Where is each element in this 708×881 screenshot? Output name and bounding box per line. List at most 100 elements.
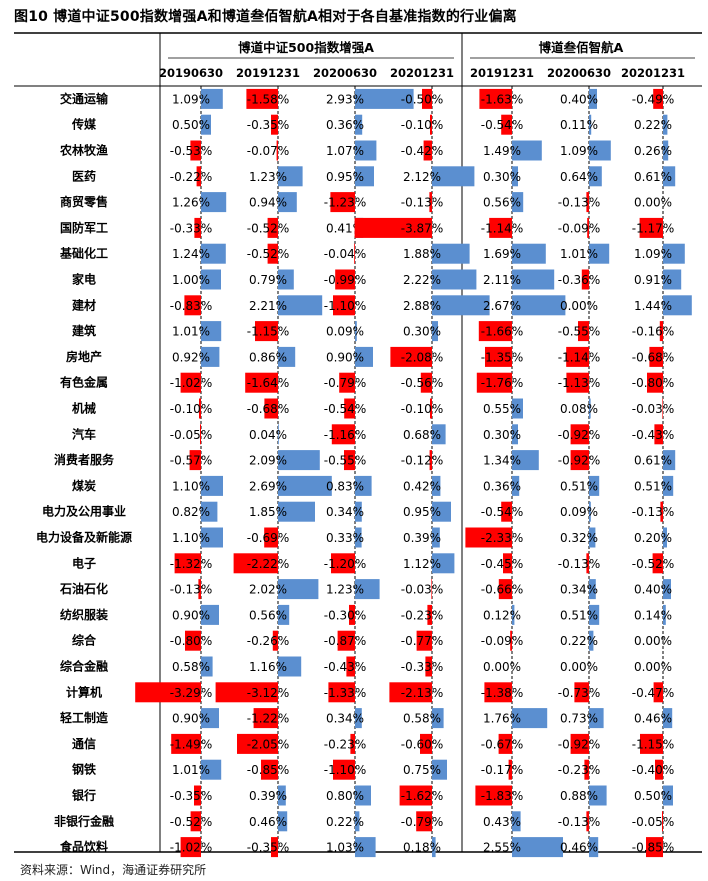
bar <box>663 450 676 471</box>
bar <box>512 424 518 445</box>
bar <box>663 527 667 548</box>
bar <box>276 140 278 161</box>
bar <box>354 217 432 238</box>
value-label: 0.56% <box>483 196 521 210</box>
bar <box>267 243 278 264</box>
bar <box>647 372 663 393</box>
value-label: 2.12% <box>403 170 441 184</box>
value-label: -0.43% <box>324 660 366 674</box>
category-label: 轻工制造 <box>60 710 109 725</box>
value-label: -1.10% <box>324 299 366 313</box>
value-label: -0.53% <box>170 144 212 158</box>
bar <box>253 708 278 729</box>
value-label: 0.08% <box>560 402 598 416</box>
value-label: -0.13% <box>558 557 600 571</box>
bar <box>432 321 438 342</box>
value-label: 0.00% <box>483 660 521 674</box>
bar <box>512 398 523 419</box>
value-label: 0.58% <box>172 660 210 674</box>
bar <box>199 398 201 419</box>
bar <box>478 321 512 342</box>
value-label: -0.54% <box>324 402 366 416</box>
value-label: 0.90% <box>172 608 210 622</box>
value-label: -0.10% <box>401 118 443 132</box>
value-label: -0.33% <box>170 221 212 235</box>
value-label: -1.64% <box>247 376 289 390</box>
value-label: 2.21% <box>249 299 287 313</box>
value-label: 1.10% <box>172 531 210 545</box>
bar <box>589 785 607 806</box>
bar <box>589 140 611 161</box>
value-label: 0.22% <box>560 634 598 648</box>
value-label: 0.40% <box>634 583 672 597</box>
value-label: -0.23% <box>401 608 443 622</box>
bar <box>512 708 548 729</box>
value-label: 1.49% <box>483 144 521 158</box>
value-label: 0.18% <box>403 841 441 855</box>
value-label: 0.30% <box>483 428 521 442</box>
value-label: 1.09% <box>172 92 210 106</box>
value-label: -3.12% <box>247 686 289 700</box>
value-label: -0.16% <box>632 325 674 339</box>
value-label: -0.49% <box>632 92 674 106</box>
value-label: 1.44% <box>634 299 672 313</box>
group-header: 博道中证500指数增强A <box>238 40 374 55</box>
value-label: -1.66% <box>481 325 523 339</box>
value-label: 0.82% <box>172 505 210 519</box>
value-label: -1.49% <box>170 737 212 751</box>
value-label: -0.50% <box>401 92 443 106</box>
bar <box>272 630 278 651</box>
value-label: -0.92% <box>558 428 600 442</box>
category-label: 农林牧渔 <box>59 143 108 158</box>
bar <box>201 192 227 213</box>
value-label: -0.26% <box>247 634 289 648</box>
value-label: -1.58% <box>247 92 289 106</box>
bar <box>355 579 380 600</box>
value-label: -0.83% <box>170 299 212 313</box>
bar <box>330 192 355 213</box>
bar <box>432 759 447 780</box>
value-label: -2.13% <box>401 686 443 700</box>
value-label: -1.22% <box>247 712 289 726</box>
value-label: -0.69% <box>247 531 289 545</box>
bar <box>237 733 278 754</box>
category-label: 机械 <box>72 401 96 416</box>
bar <box>640 733 663 754</box>
value-label: 0.11% <box>560 118 598 132</box>
value-label: -1.14% <box>481 221 523 235</box>
value-label: 1.09% <box>634 247 672 261</box>
value-label: 0.86% <box>249 350 287 364</box>
bar <box>264 398 278 419</box>
value-label: -3.29% <box>170 686 212 700</box>
bar <box>278 192 297 213</box>
value-label: 0.90% <box>326 350 364 364</box>
bar <box>662 811 663 832</box>
bar <box>389 682 432 703</box>
value-label: -0.30% <box>324 608 366 622</box>
bar <box>653 682 663 703</box>
value-label: 0.36% <box>326 118 364 132</box>
bar <box>484 682 512 703</box>
bar <box>246 88 278 109</box>
value-label: -0.33% <box>401 660 443 674</box>
bar <box>432 295 490 316</box>
value-label: -1.83% <box>481 789 523 803</box>
category-label: 纺织服装 <box>60 607 108 622</box>
bar <box>589 501 591 522</box>
value-label: -0.23% <box>558 763 600 777</box>
value-label: 0.83% <box>326 479 364 493</box>
bar <box>422 88 432 109</box>
value-label: -1.32% <box>170 557 212 571</box>
bar <box>432 501 451 522</box>
value-label: 0.61% <box>634 454 672 468</box>
bar <box>574 682 589 703</box>
value-label: 0.00% <box>560 660 598 674</box>
bar <box>201 269 221 290</box>
bar <box>663 114 668 135</box>
bar <box>653 88 663 109</box>
bar <box>190 811 201 832</box>
bar <box>201 475 223 496</box>
value-label: -0.13% <box>170 583 212 597</box>
bar <box>432 424 446 445</box>
bar <box>663 708 673 729</box>
